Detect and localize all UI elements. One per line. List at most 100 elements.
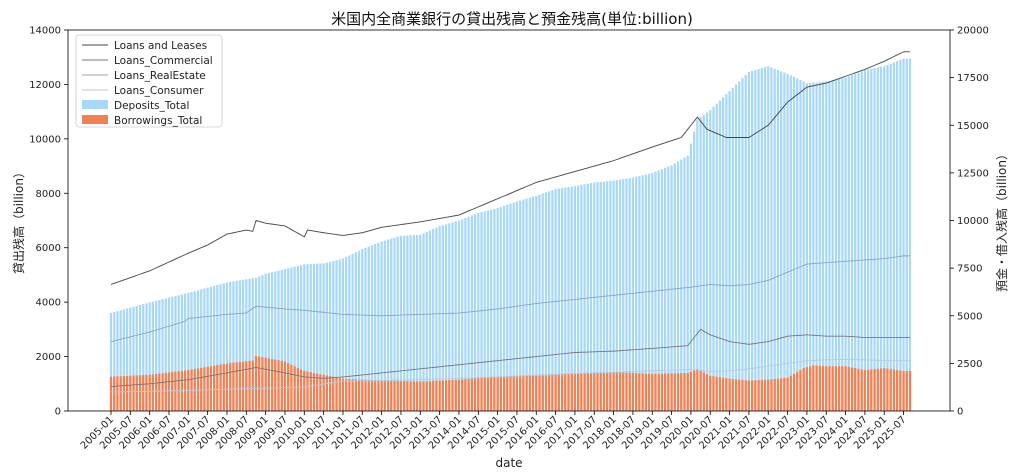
deposit-bar (593, 182, 596, 411)
deposit-bar (251, 278, 254, 411)
deposit-bar (560, 188, 564, 411)
deposit-bar (844, 77, 847, 412)
deposit-bar (850, 75, 854, 411)
deposit-bar (377, 242, 380, 411)
deposit-bar (738, 81, 741, 411)
borrowing-bar (805, 367, 809, 411)
deposit-bar (573, 186, 577, 411)
deposit-bar (715, 103, 718, 411)
borrowing-bar (312, 372, 316, 411)
deposit-bar (615, 180, 618, 411)
bars-layer (109, 58, 912, 412)
borrowing-bar (164, 372, 167, 411)
borrowing-bar (680, 373, 683, 411)
borrowing-bar (386, 380, 390, 411)
deposit-bar (664, 167, 667, 411)
borrowing-bar (538, 375, 541, 411)
borrowing-bar (770, 379, 773, 411)
deposit-bar (486, 210, 490, 411)
borrowing-bar (850, 367, 854, 411)
borrowing-bar (222, 363, 225, 411)
deposit-bar (125, 308, 129, 411)
legend-item-loans-and-leases: Loans and Leases (82, 40, 207, 52)
borrowing-bar (132, 375, 135, 411)
deposit-bar (667, 166, 670, 411)
borrowing-bar (589, 373, 593, 411)
borrowing-bar (502, 376, 506, 411)
deposit-bar (122, 309, 126, 411)
deposit-bar (419, 234, 422, 411)
left-tick-label: 8000 (36, 189, 61, 200)
legend-swatch (82, 100, 108, 109)
borrowing-bar (886, 368, 889, 411)
borrowing-bar (332, 376, 335, 411)
deposit-bar (241, 279, 245, 411)
deposit-bar (383, 240, 386, 411)
borrowing-bar (873, 369, 876, 411)
deposit-bar (789, 75, 792, 411)
deposit-bar (167, 297, 171, 411)
deposit-bar (647, 173, 651, 411)
deposit-bar (908, 58, 912, 411)
deposit-bar (473, 214, 477, 411)
borrowing-bar (354, 379, 357, 411)
deposit-bar (225, 282, 229, 411)
borrowing-bar (586, 373, 589, 411)
borrowing-bar (644, 373, 647, 411)
deposit-bar (203, 288, 206, 411)
borrowing-bar (844, 366, 847, 411)
deposit-bar (206, 287, 209, 411)
deposit-bar (422, 233, 425, 411)
borrowing-bar (177, 371, 180, 411)
borrowing-bar (757, 380, 760, 411)
right-tick-label: 12500 (957, 168, 989, 179)
borrowing-bar (209, 366, 213, 411)
borrowing-bar (109, 376, 113, 411)
borrowing-bar (116, 376, 119, 411)
deposit-bar (799, 79, 802, 411)
deposit-bar (705, 112, 709, 411)
left-tick-label: 6000 (36, 243, 61, 254)
legend-swatch (82, 115, 108, 124)
legend-label: Loans_Commercial (114, 55, 213, 67)
borrowing-bar (763, 379, 767, 411)
deposit-bar (895, 61, 899, 412)
borrowing-bar (267, 358, 270, 411)
borrowing-bar (825, 366, 828, 411)
borrowing-bar (309, 372, 312, 411)
borrowing-bar (560, 374, 564, 411)
borrowing-bar (618, 372, 622, 411)
borrowing-bar (357, 379, 361, 411)
borrowing-bar (895, 370, 899, 411)
borrowing-bar (570, 374, 573, 411)
deposit-bar (625, 178, 628, 411)
borrowing-bar (767, 379, 770, 411)
borrowing-bar (251, 360, 254, 411)
deposit-bar (837, 78, 841, 412)
borrowing-bar (351, 379, 354, 411)
deposit-bar (325, 262, 328, 411)
borrowing-bar (225, 363, 229, 412)
deposit-bar (319, 263, 322, 411)
deposit-bar (644, 174, 647, 411)
legend-label: Loans_Consumer (114, 85, 204, 97)
deposit-bar (676, 161, 680, 411)
borrowing-bar (248, 360, 251, 411)
deposit-bar (883, 66, 886, 411)
right-tick-label: 7500 (957, 264, 982, 275)
borrowing-bar (722, 377, 725, 411)
borrowing-bar (525, 376, 528, 411)
borrowing-bar (905, 371, 908, 411)
deposit-bar (815, 82, 818, 411)
right-tick-label: 15000 (957, 121, 989, 132)
borrowing-bar (705, 374, 709, 411)
deposit-bar (577, 185, 580, 411)
deposit-bar (744, 75, 747, 411)
borrowing-bar (528, 375, 531, 411)
left-tick-label: 12000 (29, 80, 61, 91)
left-tick-label: 2000 (36, 352, 61, 363)
deposit-bar (470, 215, 473, 411)
borrowing-bar (667, 373, 670, 411)
right-y-axis: 0 2500 5000 7500 10000 12500 15000 17500 20000 (950, 26, 989, 418)
borrowing-bar (174, 371, 177, 411)
